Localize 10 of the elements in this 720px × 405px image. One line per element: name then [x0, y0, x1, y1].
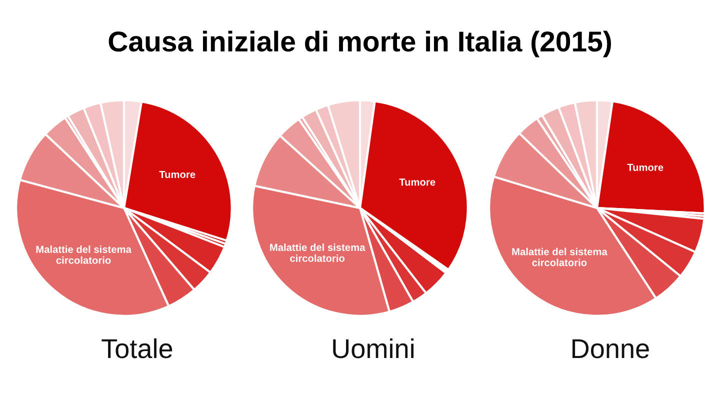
slice-label: Malattie del sistema circolatorio — [512, 248, 608, 266]
text: Uomini — [333, 338, 414, 358]
text: Causa iniziale di morte in Italia (2015) — [108, 30, 611, 58]
text: Donne — [572, 339, 649, 358]
slice-label: Tumore — [399, 178, 436, 186]
text: Totale — [102, 338, 172, 358]
slice-label: Tumore — [159, 170, 196, 178]
slice-label: Tumore — [627, 164, 664, 172]
slice-label: Malattie del sistema circolatorio — [270, 244, 366, 262]
slice-label: Malattie del sistema circolatorio — [36, 246, 132, 264]
